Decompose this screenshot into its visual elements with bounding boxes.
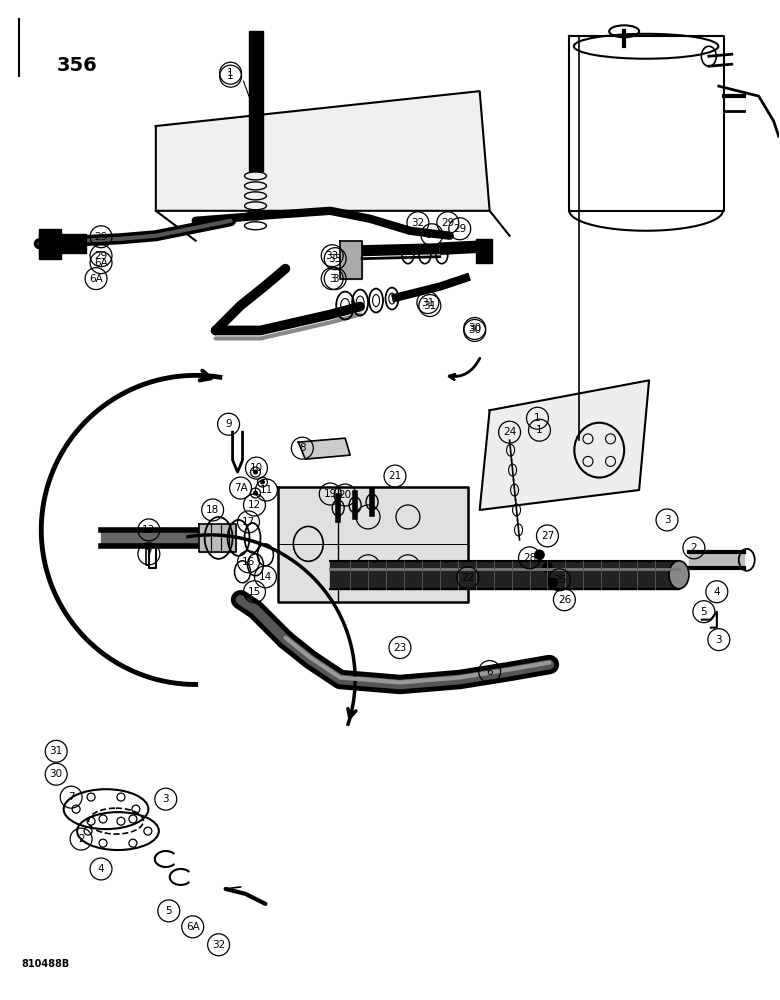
Circle shape (260, 480, 265, 485)
Circle shape (253, 470, 258, 475)
Text: 32: 32 (425, 230, 438, 240)
Text: 5: 5 (165, 906, 172, 916)
Text: 356: 356 (56, 56, 97, 75)
Ellipse shape (669, 561, 689, 589)
Text: 19: 19 (324, 489, 337, 499)
Text: 1: 1 (227, 68, 234, 78)
Text: 5: 5 (700, 607, 707, 617)
Text: 7A: 7A (234, 483, 247, 493)
Circle shape (548, 578, 558, 588)
Polygon shape (340, 241, 362, 279)
Text: 810488B: 810488B (21, 959, 69, 969)
Text: 3: 3 (162, 794, 169, 804)
Text: 21: 21 (388, 471, 402, 481)
Text: 7: 7 (68, 792, 74, 802)
Text: 25: 25 (553, 575, 566, 585)
Text: 3: 3 (329, 274, 335, 284)
Text: 31: 31 (424, 301, 437, 311)
Text: 23: 23 (393, 643, 406, 653)
Text: 6A: 6A (186, 922, 200, 932)
Text: 9: 9 (225, 419, 232, 429)
Text: 29: 29 (441, 218, 455, 228)
Text: 31: 31 (421, 298, 434, 308)
Text: 30: 30 (468, 325, 481, 335)
Polygon shape (480, 380, 649, 510)
Text: 12: 12 (248, 500, 261, 510)
Text: 6: 6 (487, 667, 493, 677)
Text: 11: 11 (260, 485, 273, 495)
Text: 30: 30 (468, 323, 481, 333)
Text: 31: 31 (50, 746, 63, 756)
Text: 32: 32 (411, 218, 424, 228)
Text: 1: 1 (227, 71, 234, 81)
Text: 8: 8 (299, 443, 306, 453)
Text: 30: 30 (50, 769, 62, 779)
Text: 1: 1 (534, 413, 541, 423)
Circle shape (534, 550, 544, 560)
Text: 3: 3 (715, 635, 722, 645)
Text: 13: 13 (142, 525, 155, 535)
Text: 17: 17 (242, 517, 255, 527)
Text: 33: 33 (328, 254, 342, 264)
Text: 14: 14 (259, 572, 272, 582)
Polygon shape (278, 487, 468, 602)
Text: 29: 29 (94, 251, 108, 261)
Text: 1: 1 (536, 425, 543, 435)
Text: 3: 3 (332, 274, 339, 284)
Text: 3: 3 (664, 515, 670, 525)
Polygon shape (156, 91, 490, 211)
Text: 24: 24 (503, 427, 516, 437)
Text: 32: 32 (212, 940, 225, 950)
Text: 10: 10 (250, 463, 263, 473)
Text: 2: 2 (78, 834, 84, 844)
Text: 26: 26 (558, 595, 571, 605)
Text: 7: 7 (146, 549, 152, 559)
Text: 29: 29 (453, 224, 466, 234)
Circle shape (253, 491, 258, 496)
Polygon shape (298, 438, 350, 459)
Text: 28: 28 (523, 553, 536, 563)
Text: 22: 22 (461, 573, 474, 583)
Text: 33: 33 (325, 251, 339, 261)
Text: 27: 27 (541, 531, 554, 541)
Text: 16: 16 (242, 557, 255, 567)
Text: 18: 18 (206, 505, 219, 515)
Text: 2: 2 (690, 543, 697, 553)
Text: 4: 4 (98, 864, 105, 874)
Text: 6A: 6A (89, 274, 103, 284)
Text: 4: 4 (714, 587, 720, 597)
Text: 20: 20 (339, 490, 352, 500)
Circle shape (542, 563, 552, 573)
Text: 6A: 6A (94, 258, 108, 268)
Text: 15: 15 (248, 587, 261, 597)
Text: 29: 29 (94, 232, 108, 242)
